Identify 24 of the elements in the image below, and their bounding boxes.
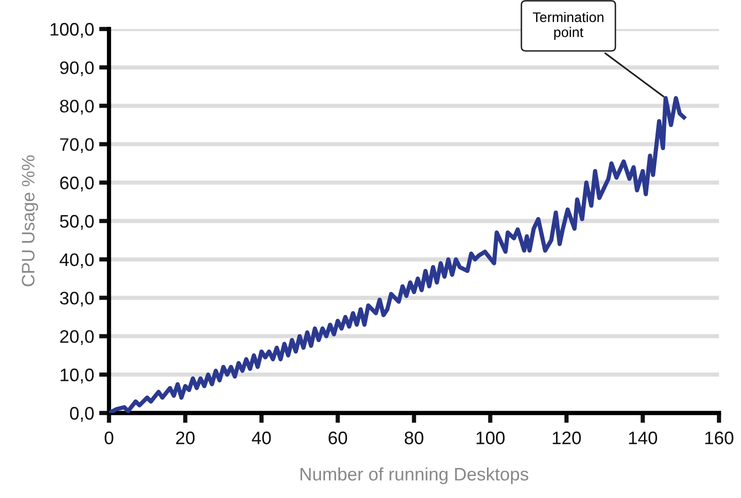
y-tick-label: 30,0 [60, 292, 94, 307]
x-tick-label: 100 [476, 432, 505, 444]
y-tick-label: 60,0 [60, 176, 94, 192]
y-tick-label: 0,0 [70, 406, 94, 422]
x-tick-label: 160 [705, 432, 734, 444]
x-tick-label: 140 [629, 432, 658, 444]
y-tick-label: 90,0 [60, 61, 94, 76]
line-series [109, 96, 686, 413]
x-tick-label: 0 [104, 432, 114, 444]
x-tick-label: 120 [552, 432, 581, 444]
y-tick-label: 80,0 [60, 100, 94, 115]
y-tick-label: 40,0 [60, 253, 94, 268]
x-axis-title: Number of running Desktops [300, 467, 528, 484]
y-tick-label: 10,0 [60, 368, 94, 384]
x-tick-label: 20 [176, 432, 195, 444]
x-tick-label: 60 [328, 432, 348, 444]
y-tick-label: 100,0 [50, 22, 94, 38]
x-tick-label: 80 [404, 432, 424, 444]
x-tick-label: 40 [252, 432, 271, 444]
annotation: Termination point [532, 12, 604, 40]
y-axis-title: CPU Usage %% [22, 155, 38, 286]
y-tick-label: 20,0 [60, 330, 94, 346]
y-tick-label: 70,0 [60, 138, 94, 154]
y-tick-label: 50,0 [60, 214, 94, 230]
